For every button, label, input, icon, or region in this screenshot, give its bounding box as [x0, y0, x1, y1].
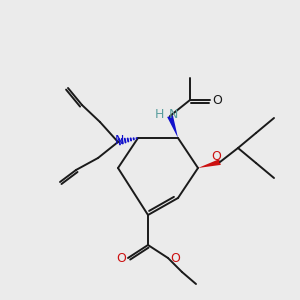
Text: O: O — [116, 251, 126, 265]
Text: O: O — [170, 251, 180, 265]
Polygon shape — [198, 159, 221, 168]
Polygon shape — [167, 115, 178, 138]
Text: N: N — [169, 109, 178, 122]
Text: O: O — [212, 94, 222, 106]
Text: H: H — [154, 109, 164, 122]
Text: N: N — [114, 134, 124, 148]
Text: O: O — [211, 151, 221, 164]
